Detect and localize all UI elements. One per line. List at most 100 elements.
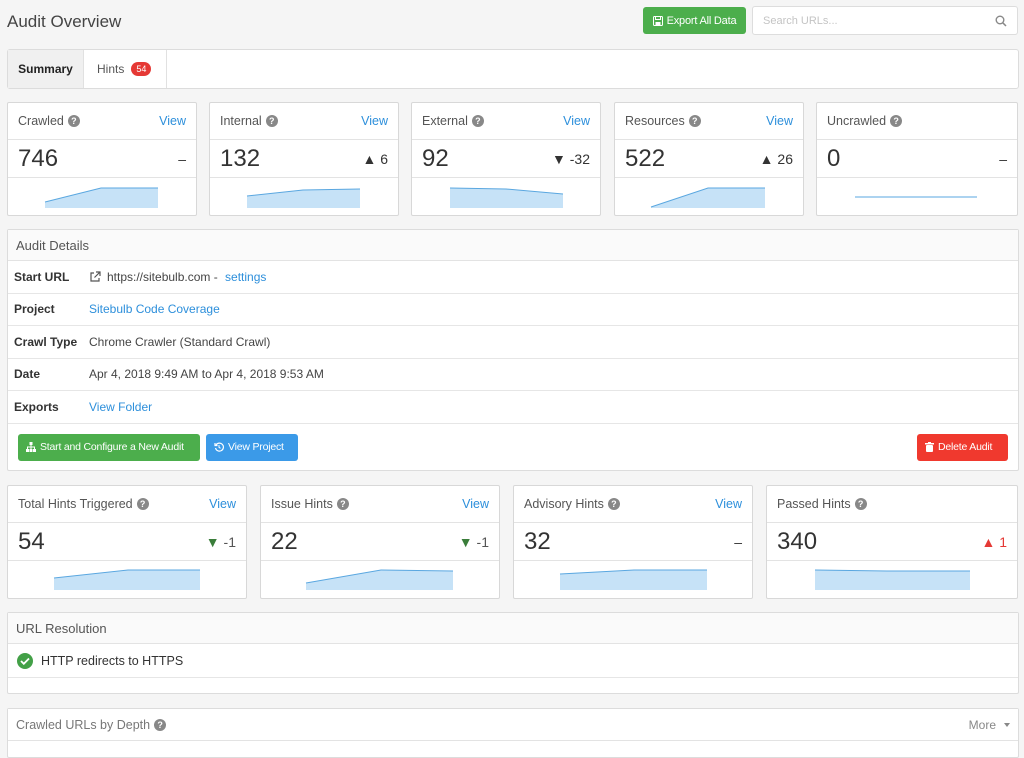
- detail-label: Crawl Type: [14, 334, 78, 349]
- detail-row-project: Project Sitebulb Code Coverage: [8, 294, 1018, 326]
- stat-delta: ▼ -32: [552, 150, 590, 167]
- project-link[interactable]: Sitebulb Code Coverage: [89, 302, 220, 317]
- tab-hints-label: Hints: [97, 62, 125, 76]
- view-link[interactable]: View: [766, 114, 793, 128]
- stat-value: 92: [422, 144, 449, 172]
- stat-card-uncrawled: Uncrawled? 0 –: [816, 102, 1018, 216]
- stat-card-total-hints: Total Hints Triggered? View 54 ▼ -1: [7, 485, 247, 599]
- url-resolution-title: URL Resolution: [8, 613, 1018, 644]
- detail-label: Date: [14, 367, 41, 382]
- stat-value: 22: [271, 527, 298, 555]
- card-title: Uncrawled: [827, 114, 887, 128]
- card-title: Passed Hints: [777, 497, 851, 511]
- more-dropdown[interactable]: More: [969, 718, 1010, 732]
- detail-row-crawl-type: Crawl Type Chrome Crawler (Standard Craw…: [8, 326, 1018, 359]
- stat-value: 340: [777, 527, 818, 555]
- view-link[interactable]: View: [563, 114, 590, 128]
- detail-label: Project: [14, 302, 55, 317]
- tab-hints[interactable]: Hints 54: [84, 50, 167, 88]
- stat-delta: ▲ 1: [981, 533, 1007, 550]
- stat-delta: ▼ -1: [205, 533, 236, 550]
- depth-panel-header: Crawled URLs by Depth? More: [8, 709, 1018, 741]
- export-all-data-button[interactable]: Export All Data: [643, 7, 746, 34]
- help-icon[interactable]: ?: [67, 115, 80, 127]
- card-title: Internal: [220, 114, 262, 128]
- sparkline: [8, 561, 246, 597]
- check-circle-icon: [17, 652, 33, 669]
- trash-icon: [925, 442, 934, 452]
- stat-delta: –: [734, 533, 742, 550]
- sparkline: [615, 178, 803, 214]
- audit-details-panel: Audit Details Start URL https://sitebulb…: [7, 229, 1019, 471]
- view-link[interactable]: View: [209, 497, 236, 511]
- sparkline: [767, 561, 1017, 597]
- search-input[interactable]: [763, 14, 995, 27]
- external-link-icon[interactable]: [89, 271, 101, 283]
- save-icon: [652, 15, 663, 26]
- hints-count-badge: 54: [131, 62, 152, 76]
- stat-card-internal: Internal? View 132 ▲ 6: [209, 102, 399, 216]
- view-link[interactable]: View: [159, 114, 186, 128]
- start-url-value: https://sitebulb.com -: [107, 269, 222, 284]
- stat-delta: ▲ 26: [759, 150, 793, 167]
- card-title: Resources: [625, 114, 685, 128]
- caret-down-icon: [1004, 722, 1010, 727]
- help-icon[interactable]: ?: [336, 498, 349, 510]
- page-title: Audit Overview: [7, 12, 122, 31]
- settings-link[interactable]: settings: [225, 269, 267, 284]
- help-icon[interactable]: ?: [471, 115, 484, 127]
- help-icon[interactable]: ?: [688, 115, 701, 127]
- help-icon[interactable]: ?: [607, 498, 620, 510]
- delete-audit-button[interactable]: Delete Audit: [917, 433, 1008, 461]
- delete-audit-label: Delete Audit: [938, 441, 993, 453]
- stat-card-external: External? View 92 ▼ -32: [411, 102, 601, 216]
- stat-value: 54: [18, 527, 45, 555]
- new-audit-label: Start and Configure a New Audit: [40, 441, 184, 453]
- tab-summary-label: Summary: [18, 62, 73, 76]
- export-all-data-label: Export All Data: [666, 14, 737, 27]
- stat-card-resources: Resources? View 522 ▲ 26: [614, 102, 804, 216]
- tab-summary[interactable]: Summary: [8, 50, 84, 88]
- card-title: Crawled: [18, 114, 64, 128]
- detail-row-date: Date Apr 4, 2018 9:49 AM to Apr 4, 2018 …: [8, 359, 1018, 391]
- help-icon[interactable]: ?: [136, 498, 149, 510]
- stat-value: 32: [524, 527, 551, 555]
- help-icon[interactable]: ?: [265, 115, 278, 127]
- stat-delta: –: [178, 150, 186, 167]
- detail-row-exports: Exports View Folder: [8, 391, 1018, 424]
- stat-value: 132: [220, 144, 261, 172]
- search-icon[interactable]: [995, 15, 1007, 27]
- stat-card-passed-hints: Passed Hints? 340 ▲ 1: [766, 485, 1018, 599]
- view-link[interactable]: View: [361, 114, 388, 128]
- audit-actions: Start and Configure a New Audit View Pro…: [8, 424, 1018, 471]
- page-header: Audit Overview Export All Data: [0, 0, 1024, 44]
- tab-bar: Summary Hints 54: [7, 49, 1019, 89]
- stat-delta: ▲ 6: [362, 150, 388, 167]
- new-audit-button[interactable]: Start and Configure a New Audit: [18, 433, 200, 461]
- stat-card-advisory-hints: Advisory Hints? View 32 –: [513, 485, 753, 599]
- crawl-type-value: Chrome Crawler (Standard Crawl): [89, 334, 271, 349]
- detail-label: Start URL: [14, 269, 70, 284]
- sparkline: [817, 178, 1017, 214]
- stat-delta: –: [999, 150, 1007, 167]
- view-link[interactable]: View: [462, 497, 489, 511]
- card-title: Total Hints Triggered: [18, 497, 133, 511]
- card-title: External: [422, 114, 468, 128]
- search-box[interactable]: [752, 6, 1018, 35]
- help-icon[interactable]: ?: [890, 115, 903, 127]
- view-folder-link[interactable]: View Folder: [89, 399, 153, 414]
- help-icon[interactable]: ?: [854, 498, 867, 510]
- stat-card-crawled: Crawled? View 746 –: [7, 102, 197, 216]
- sparkline: [8, 178, 196, 214]
- depth-panel-title: Crawled URLs by Depth: [16, 717, 151, 732]
- stat-card-issue-hints: Issue Hints? View 22 ▼ -1: [260, 485, 500, 599]
- sparkline: [210, 178, 398, 214]
- history-icon: [214, 442, 224, 452]
- url-resolution-panel: URL Resolution HTTP redirects to HTTPS: [7, 612, 1019, 694]
- help-icon[interactable]: ?: [154, 718, 167, 731]
- view-project-button[interactable]: View Project: [206, 433, 298, 461]
- view-link[interactable]: View: [715, 497, 742, 511]
- detail-label: Exports: [14, 399, 59, 414]
- card-title: Advisory Hints: [524, 497, 604, 511]
- stat-value: 522: [625, 144, 666, 172]
